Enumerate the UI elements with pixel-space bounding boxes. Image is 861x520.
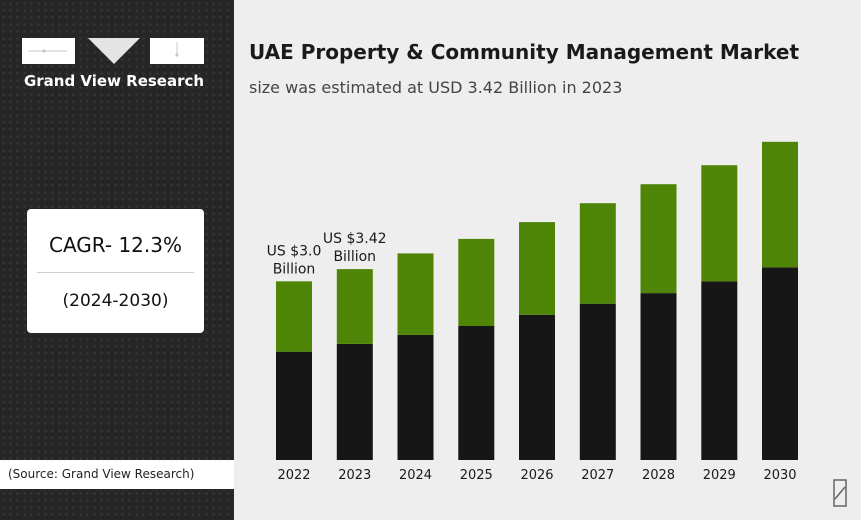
data-label-2022: Billion	[273, 261, 316, 277]
cagr-period: (2024-2030)	[62, 291, 169, 311]
bar-base-2024	[397, 334, 434, 460]
data-label-2022: US $3.0	[267, 243, 322, 259]
data-label-2023: Billion	[333, 249, 376, 265]
source-note: (Source: Grand View Research)	[0, 460, 234, 489]
bar-segment-2029	[701, 165, 738, 282]
x-tick-label: 2027	[581, 468, 614, 483]
bar-segment-2027	[579, 203, 616, 304]
cagr-value: CAGR- 12.3%	[49, 233, 182, 257]
bar-base-2030	[762, 267, 798, 460]
x-tick-label: 2029	[703, 468, 736, 483]
bar-segment-2023	[336, 269, 373, 344]
data-label-2023: US $3.42	[323, 231, 387, 247]
bar-segment-2024	[397, 253, 434, 335]
x-tick-label: 2030	[763, 468, 796, 483]
sidebar-panel: Grand View Research CAGR- 12.3% (2024-20…	[0, 0, 234, 520]
x-tick-label: 2023	[338, 468, 371, 483]
chart-panel: UAE Property & Community Management Mark…	[234, 0, 861, 520]
bar-base-2026	[519, 314, 555, 460]
bar-segment-2030	[762, 141, 798, 268]
chart-title: UAE Property & Community Management Mark…	[249, 40, 800, 64]
bar-segment-2022	[276, 281, 312, 352]
brand-name: Grand View Research	[23, 72, 205, 90]
bar-base-2025	[458, 326, 495, 460]
bar-chart: 2022 2023 2024 2025 2026 2027 2028 2029 2030 US $…	[267, 141, 798, 483]
x-tick-label: 2028	[642, 468, 675, 483]
bar-segment-2028	[640, 184, 677, 294]
cagr-divider	[37, 272, 194, 273]
x-tick-label: 2022	[277, 468, 310, 483]
grand-view-research-logo	[22, 38, 204, 64]
bar-segment-2026	[519, 222, 555, 315]
bar-base-2028	[640, 293, 677, 460]
bar-base-2027	[579, 303, 616, 460]
x-tick-label: 2026	[520, 468, 553, 483]
bar-base-2029	[701, 281, 738, 460]
bar-base-2022	[276, 351, 312, 460]
gvr-corner-icon	[833, 479, 847, 507]
bar-base-2023	[336, 343, 373, 460]
bar-segment-2025	[458, 238, 495, 326]
cagr-card: CAGR- 12.3% (2024-2030)	[27, 209, 204, 333]
x-tick-label: 2024	[399, 468, 432, 483]
x-tick-label: 2025	[460, 468, 493, 483]
chart-subtitle: size was estimated at USD 3.42 Billion i…	[249, 78, 623, 97]
